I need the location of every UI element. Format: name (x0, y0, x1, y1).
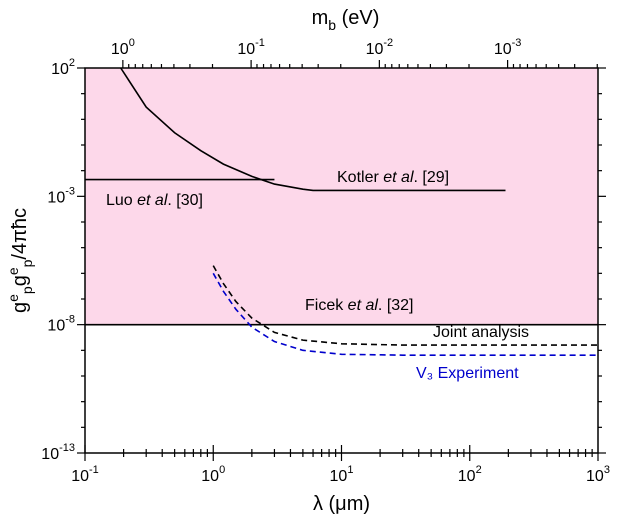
series-label-text: Kotler (337, 169, 383, 186)
series-label-0: Kotler et al. [29] (337, 169, 449, 186)
series-label-text: Luo (106, 192, 137, 209)
y-axis-title-sub1: p (19, 286, 35, 294)
x-tick-label: 100 (201, 464, 225, 485)
series-label-text: V₃ Experiment (416, 365, 519, 382)
y-tick-label-base: 10 (47, 189, 65, 206)
y-tick-label: 102 (51, 57, 75, 78)
x-tick-label-exp: 0 (219, 464, 225, 476)
y-tick-label: 10-13 (41, 442, 75, 463)
series-label-italic: et al (137, 192, 168, 209)
series-label-ref: . [29] (414, 169, 450, 186)
y-tick-label-base: 10 (47, 318, 65, 335)
series-label-ref: . [30] (167, 192, 203, 209)
series-line-4 (212, 272, 598, 356)
series-label-text: Ficek (305, 297, 348, 314)
top-tick-label-base: 10 (111, 41, 129, 58)
series-label-ref: . [32] (378, 297, 414, 314)
x-tick-label-exp: 2 (476, 464, 482, 476)
y-tick-label-base: 10 (41, 446, 59, 463)
x-tick-label: 10-1 (71, 464, 99, 485)
x-tick-label: 103 (586, 464, 610, 485)
top-tick-label: 10-2 (366, 37, 394, 58)
top-tick-label-exp: -3 (512, 37, 522, 49)
series-label-italic: et al (383, 169, 414, 186)
y-axis-title-g1: g (9, 302, 31, 313)
top-axis-title: mb (eV) (312, 7, 380, 33)
top-axis-title-main: m (312, 7, 329, 29)
series-label-2: Ficek et al. [32] (305, 297, 414, 314)
y-tick-label-exp: -13 (59, 442, 75, 454)
y-axis-title-g2: g (9, 275, 31, 286)
top-tick-label: 100 (111, 37, 135, 58)
excluded-region (85, 68, 598, 325)
y-tick-label: 10-3 (47, 185, 75, 206)
top-tick-label-base: 10 (494, 41, 512, 58)
y-tick-label-base: 10 (51, 61, 69, 78)
y-tick-label: 10-8 (47, 314, 75, 335)
x-tick-label-base: 10 (458, 468, 476, 485)
top-tick-label: 10-1 (237, 37, 265, 58)
series-label-italic: et al (348, 297, 379, 314)
y-tick-label-exp: 2 (69, 57, 75, 69)
top-tick-label: 10-3 (494, 37, 522, 58)
y-axis-title: gepgep/4πħc (5, 208, 35, 313)
series-label-4: V₃ Experiment (416, 365, 519, 382)
x-tick-label-base: 10 (71, 468, 89, 485)
x-tick-label: 102 (458, 464, 482, 485)
top-tick-label-exp: -1 (255, 37, 265, 49)
excluded-region-fill (85, 68, 598, 325)
top-tick-label-exp: 0 (129, 37, 135, 49)
x-tick-label-base: 10 (330, 468, 348, 485)
x-tick-label-base: 10 (586, 468, 604, 485)
series-line-3 (212, 265, 598, 346)
series-label-text: Joint analysis (433, 324, 529, 341)
y-tick-label-exp: -3 (65, 185, 75, 197)
series-layer (85, 67, 598, 356)
top-tick-label-exp: -2 (383, 37, 393, 49)
plot-frame (84, 67, 599, 454)
y-axis-title-sup1: e (5, 294, 21, 302)
series-label-3: Joint analysis (433, 324, 529, 341)
x-tick-label-exp: 3 (604, 464, 610, 476)
x-tick-label-exp: 1 (347, 464, 353, 476)
x-tick-label-base: 10 (201, 468, 219, 485)
x-tick-label-exp: -1 (89, 464, 99, 476)
x-axis-title: λ (μm) (313, 493, 370, 515)
y-tick-label-exp: -8 (65, 314, 75, 326)
top-axis-title-unit: (eV) (336, 7, 379, 29)
top-tick-label-base: 10 (366, 41, 384, 58)
top-axis-title-sub: b (328, 17, 336, 33)
y-axis-title-rest: /4πħc (9, 208, 31, 260)
y-axis-title-sub2: p (19, 259, 35, 267)
x-tick-label: 101 (330, 464, 354, 485)
top-tick-label-base: 10 (237, 41, 255, 58)
series-label-1: Luo et al. [30] (106, 192, 203, 209)
y-axis-title-sup2: e (5, 267, 21, 275)
